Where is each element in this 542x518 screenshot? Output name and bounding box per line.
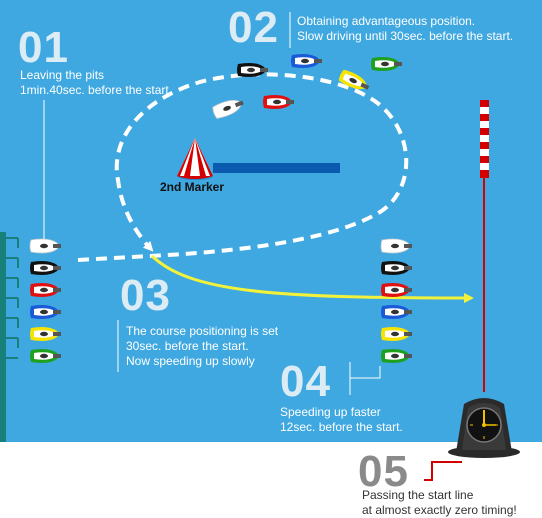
racing-boat-icon [291, 54, 322, 68]
pit-wall [0, 232, 19, 442]
racing-boat-icon [30, 305, 61, 319]
step-02-line1: Obtaining advantageous position. [297, 14, 476, 28]
large-clock-icon [448, 398, 520, 458]
step-05-line2: at almost exactly zero timing! [362, 503, 517, 517]
step-01-line1: Leaving the pits [20, 68, 105, 82]
racing-boat-icon [381, 327, 412, 341]
step-03-number: 03 [120, 271, 171, 320]
circling-boats [212, 54, 402, 119]
step-02-number: 02 [228, 3, 279, 52]
step-05-number: 05 [358, 447, 409, 496]
step-04-line2: 12sec. before the start. [280, 420, 403, 434]
racing-boat-icon [29, 238, 61, 254]
step-03-line1: The course positioning is set [126, 324, 279, 338]
step-02-caption: Obtaining advantageous position. Slow dr… [297, 14, 513, 44]
marker-bar [213, 163, 340, 173]
racing-boat-icon [380, 238, 412, 254]
striped-pole-icon [480, 100, 489, 178]
racing-boat-icon [381, 305, 412, 319]
pit-boat-column [29, 238, 61, 363]
step-01-caption: Leaving the pits 1min.40sec. before the … [20, 68, 172, 98]
step-01-line2: 1min.40sec. before the start. [20, 83, 173, 97]
start-line-leader [424, 461, 462, 481]
step-04-caption: Speeding up faster 12sec. before the sta… [280, 405, 403, 435]
course-speedup-path [150, 254, 474, 303]
step-01-number: 01 [18, 23, 69, 72]
step-04-number: 04 [280, 357, 331, 406]
racing-boat-icon [338, 69, 370, 90]
step-05-line1: Passing the start line [362, 488, 474, 502]
racing-boat-icon [381, 283, 412, 297]
racing-boat-icon [237, 63, 268, 77]
racing-boat-icon [371, 57, 402, 71]
step-03-caption: The course positioning is set 30sec. bef… [126, 324, 278, 369]
water-area [0, 0, 542, 442]
racing-boat-icon [30, 283, 61, 297]
step-05-caption: Passing the start line at almost exactly… [362, 488, 517, 518]
racing-boat-icon [30, 327, 61, 341]
course-dashed-path [77, 72, 409, 262]
racing-boat-icon [381, 261, 412, 275]
racing-boat-icon [212, 99, 244, 119]
step-03-line3: Now speeding up slowly [126, 354, 255, 368]
step-04-line1: Speeding up faster [280, 405, 381, 419]
start-boat-column [380, 238, 412, 363]
marker-label: 2nd Marker [160, 180, 225, 194]
step-02-line2: Slow driving until 30sec. before the sta… [297, 29, 514, 43]
step-leaders [43, 12, 381, 395]
red-white-buoy-icon [177, 138, 213, 180]
racing-boat-icon [30, 349, 61, 363]
racing-boat-icon [381, 349, 412, 363]
racing-boat-icon [30, 261, 61, 275]
racing-boat-icon [263, 95, 294, 109]
step-03-line2: 30sec. before the start. [126, 339, 249, 353]
